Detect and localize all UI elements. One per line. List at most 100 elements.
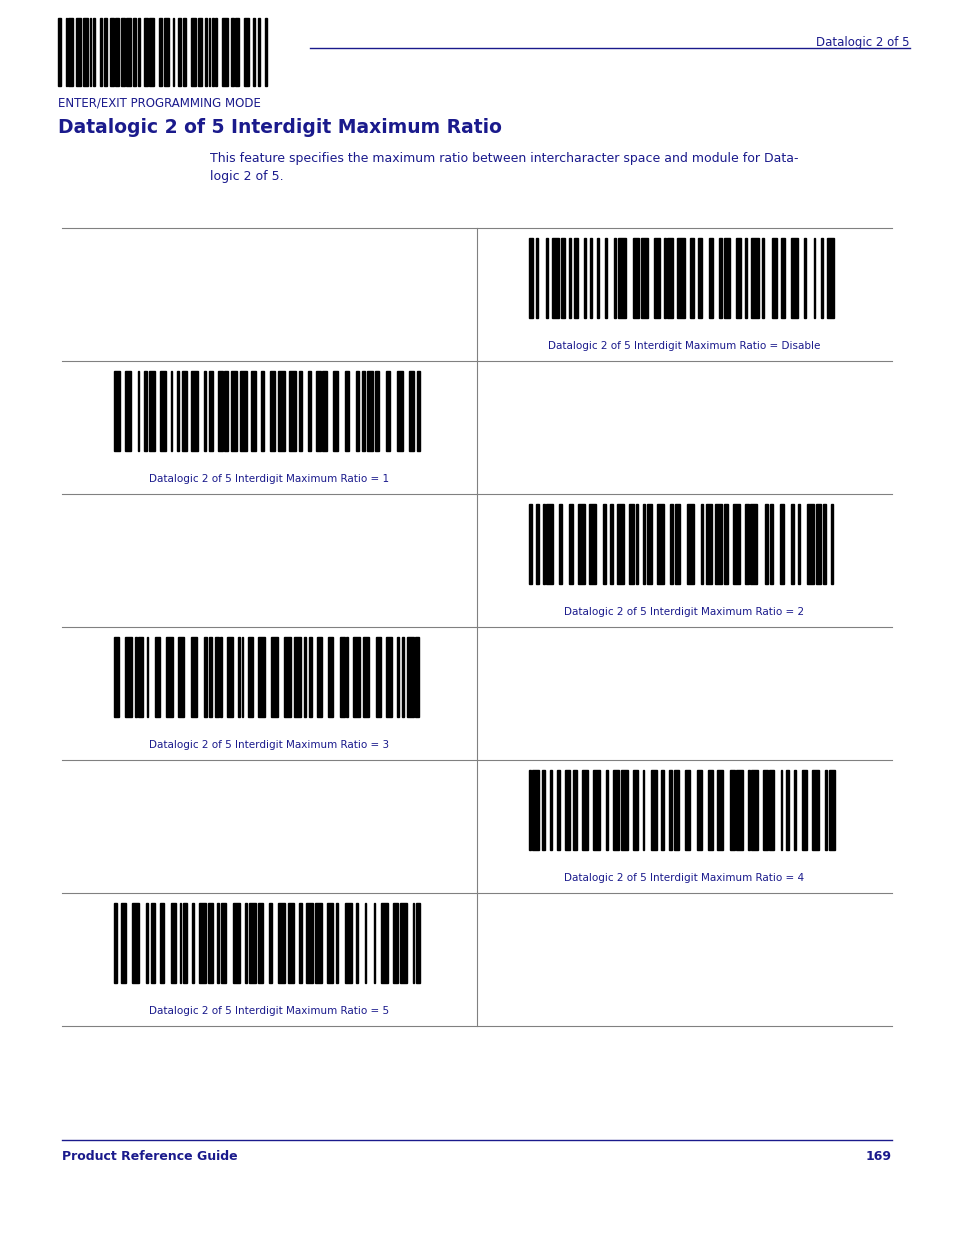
Bar xyxy=(278,370,284,451)
Bar xyxy=(322,370,327,451)
Bar xyxy=(271,637,277,716)
Bar xyxy=(335,903,337,983)
Bar xyxy=(706,504,711,584)
Text: Datalogic 2 of 5 Interdigit Maximum Ratio = 1: Datalogic 2 of 5 Interdigit Maximum Rati… xyxy=(150,474,389,484)
Bar xyxy=(183,19,186,86)
Bar xyxy=(620,769,627,850)
Bar xyxy=(569,504,572,584)
Text: Datalogic 2 of 5 Interdigit Maximum Ratio = 3: Datalogic 2 of 5 Interdigit Maximum Rati… xyxy=(150,740,389,750)
Bar xyxy=(407,637,414,716)
Bar xyxy=(220,903,226,983)
Bar xyxy=(233,903,240,983)
Bar xyxy=(674,504,679,584)
Bar xyxy=(306,903,313,983)
Bar xyxy=(558,504,561,584)
Bar xyxy=(209,370,213,451)
Bar xyxy=(149,370,154,451)
Bar xyxy=(528,238,532,317)
Bar xyxy=(294,637,300,716)
Bar xyxy=(220,637,222,716)
Bar xyxy=(144,19,148,86)
Bar xyxy=(654,238,659,317)
Bar xyxy=(560,238,564,317)
Bar xyxy=(708,769,713,850)
Bar xyxy=(114,19,118,86)
Text: Datalogic 2 of 5 Interdigit Maximum Ratio = 4: Datalogic 2 of 5 Interdigit Maximum Rati… xyxy=(564,873,803,883)
Bar xyxy=(309,637,312,716)
Text: Datalogic 2 of 5 Interdigit Maximum Ratio = 2: Datalogic 2 of 5 Interdigit Maximum Rati… xyxy=(564,606,803,618)
Bar xyxy=(574,238,578,317)
Bar xyxy=(806,504,813,584)
Bar xyxy=(689,238,693,317)
Bar xyxy=(257,19,260,86)
Bar xyxy=(269,903,272,983)
Bar xyxy=(83,19,89,86)
Bar xyxy=(542,504,544,584)
Bar xyxy=(238,637,240,716)
Bar xyxy=(528,504,532,584)
Bar xyxy=(723,504,727,584)
Bar xyxy=(736,769,742,850)
Bar xyxy=(192,370,197,451)
Bar xyxy=(182,370,187,451)
Bar xyxy=(750,238,758,317)
Bar xyxy=(314,903,321,983)
Bar xyxy=(215,637,218,716)
Bar xyxy=(821,504,825,584)
Bar xyxy=(121,19,125,86)
Bar xyxy=(277,903,284,983)
Bar xyxy=(581,769,588,850)
Bar xyxy=(100,19,102,86)
Bar xyxy=(813,238,815,317)
Bar xyxy=(811,769,818,850)
Bar xyxy=(93,19,94,86)
Bar xyxy=(374,903,375,983)
Bar xyxy=(113,637,119,716)
Bar xyxy=(602,504,605,584)
Bar xyxy=(132,903,138,983)
Bar xyxy=(298,903,302,983)
Bar xyxy=(308,370,311,451)
Bar xyxy=(564,769,570,850)
Bar xyxy=(177,637,184,716)
Bar xyxy=(149,19,154,86)
Bar xyxy=(614,238,616,317)
Bar xyxy=(747,769,749,850)
Bar xyxy=(216,903,218,983)
Bar xyxy=(551,238,558,317)
Bar xyxy=(729,769,734,850)
Bar xyxy=(735,238,740,317)
Bar xyxy=(234,19,238,86)
Bar xyxy=(328,637,333,716)
Bar xyxy=(125,637,132,716)
Bar xyxy=(218,370,223,451)
Bar xyxy=(768,769,774,850)
Bar xyxy=(154,637,159,716)
Bar xyxy=(304,637,305,716)
Bar xyxy=(172,19,174,86)
Bar xyxy=(339,637,344,716)
Bar xyxy=(366,370,373,451)
Bar xyxy=(222,19,227,86)
Bar xyxy=(166,637,172,716)
Bar xyxy=(251,370,255,451)
Bar xyxy=(541,769,545,850)
Bar xyxy=(545,238,547,317)
Bar xyxy=(771,238,777,317)
Bar xyxy=(75,19,81,86)
Bar xyxy=(68,19,73,86)
Bar xyxy=(231,19,233,86)
Bar xyxy=(147,637,148,716)
Bar xyxy=(821,238,822,317)
Bar xyxy=(192,903,193,983)
Bar xyxy=(204,370,205,451)
Bar xyxy=(375,637,380,716)
Bar xyxy=(715,504,721,584)
Bar xyxy=(288,903,294,983)
Bar xyxy=(400,903,407,983)
Bar xyxy=(716,769,722,850)
Bar xyxy=(298,370,301,451)
Bar xyxy=(177,370,178,451)
Bar xyxy=(346,637,348,716)
Bar xyxy=(593,769,599,850)
